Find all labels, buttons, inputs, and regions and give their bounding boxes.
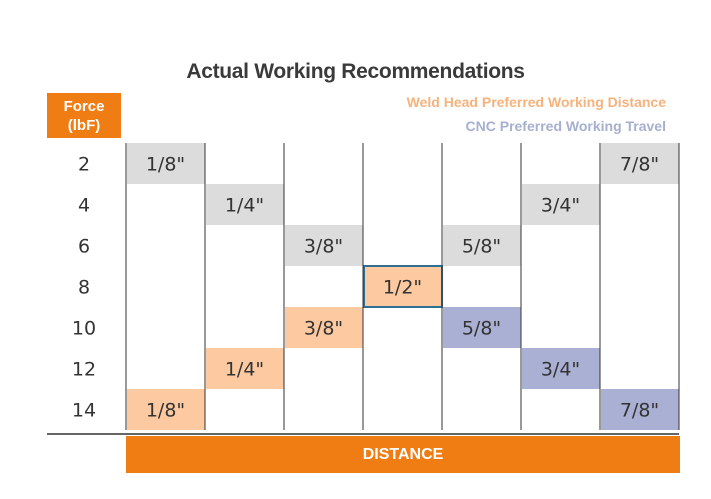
cell-14-7 xyxy=(601,389,679,430)
force-column-header: Force (lbF) xyxy=(47,93,121,138)
cell-label-10-5: 5/8" xyxy=(462,318,501,340)
cell-label-8-4: 1/2" xyxy=(383,277,422,299)
cell-label-12-2: 1/4" xyxy=(225,359,264,381)
cell-label-10-3: 3/8" xyxy=(304,318,343,340)
force-label-14: 14 xyxy=(72,400,96,422)
cell-label-6-5: 5/8" xyxy=(462,236,501,258)
cell-label-2-7: 7/8" xyxy=(620,154,659,176)
distance-axis-label: DISTANCE xyxy=(126,436,680,473)
cell-label-12-6: 3/4" xyxy=(541,359,580,381)
cell-6-3 xyxy=(285,225,363,266)
chart-title: Actual Working Recommendations xyxy=(186,60,525,83)
force-label-8: 8 xyxy=(78,277,90,299)
cell-8-4 xyxy=(363,265,443,308)
cell-12-6 xyxy=(522,348,600,389)
cell-6-5 xyxy=(443,225,521,266)
force-label-12: 12 xyxy=(72,359,96,381)
cell-label-14-1: 1/8" xyxy=(146,400,185,422)
cell-10-3 xyxy=(285,307,363,348)
cell-2-7 xyxy=(601,143,679,184)
force-header-line-1: Force xyxy=(63,98,105,115)
cell-label-4-2: 1/4" xyxy=(225,195,264,217)
force-label-2: 2 xyxy=(78,154,90,176)
cell-label-6-3: 3/8" xyxy=(304,236,343,258)
cell-2-1 xyxy=(127,143,205,184)
cell-4-6 xyxy=(522,184,600,225)
cell-label-14-7: 7/8" xyxy=(620,400,659,422)
cell-label-2-1: 1/8" xyxy=(146,154,185,176)
cell-label-4-6: 3/4" xyxy=(541,195,580,217)
force-label-6: 6 xyxy=(78,236,90,258)
cell-14-1 xyxy=(127,389,205,430)
cell-10-5 xyxy=(443,307,521,348)
cell-12-2 xyxy=(206,348,284,389)
force-header-line-2: (lbF) xyxy=(67,117,101,134)
force-label-4: 4 xyxy=(78,195,90,217)
cell-4-2 xyxy=(206,184,284,225)
legend-weld-head: Weld Head Preferred Working Distance xyxy=(406,94,666,110)
legend-cnc: CNC Preferred Working Travel xyxy=(465,118,666,134)
force-label-10: 10 xyxy=(72,318,96,340)
